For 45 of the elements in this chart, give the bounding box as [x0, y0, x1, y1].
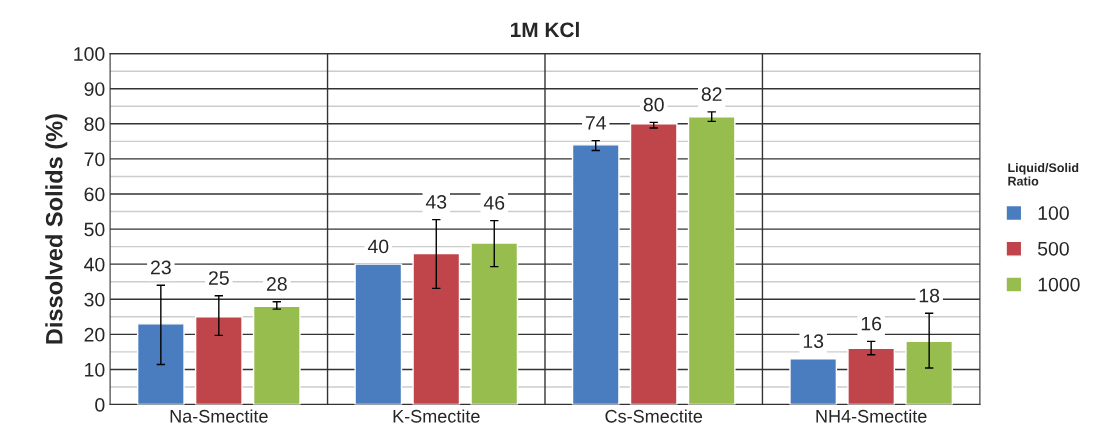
- bar: [571, 144, 620, 405]
- bar: [905, 340, 954, 405]
- data-label: 28: [266, 277, 287, 291]
- bar: [412, 252, 461, 405]
- bar: [354, 263, 403, 405]
- legend-label: 100: [1038, 206, 1069, 220]
- y-axis-title: Dissolved Solids (%): [45, 114, 68, 344]
- data-label: 46: [483, 196, 505, 210]
- bar: [136, 323, 185, 405]
- legend-title: Liquid/Solid Ratio: [1008, 162, 1079, 186]
- y-tick-label: 100: [74, 47, 105, 61]
- bar: [789, 358, 838, 405]
- data-label: 40: [367, 239, 389, 254]
- x-tick-label: Na-Smectite: [170, 409, 268, 423]
- y-tick-label: 10: [85, 362, 105, 377]
- bar: [687, 116, 736, 405]
- y-tick-label: 40: [84, 257, 105, 272]
- y-tick-label: 20: [84, 327, 105, 342]
- data-label: 25: [208, 271, 229, 285]
- x-tick-label: NH4-Smectite: [816, 409, 927, 423]
- data-label: 16: [861, 316, 882, 331]
- chart-title: 1M KCl: [511, 21, 579, 38]
- bar: [629, 123, 678, 405]
- y-tick-label: 30: [84, 292, 105, 307]
- data-label: 74: [585, 116, 606, 130]
- bar: [252, 305, 301, 405]
- data-label: 43: [425, 194, 447, 209]
- y-tick-label: 80: [84, 117, 105, 132]
- y-tick-label: 70: [84, 152, 105, 167]
- legend-label: 1000: [1038, 277, 1080, 292]
- bar: [194, 316, 243, 405]
- y-tick-label: 0: [95, 398, 105, 412]
- x-tick-label: Cs-Smectite: [605, 409, 703, 423]
- x-tick-label: K-Smectite: [393, 409, 480, 423]
- y-tick-label: 90: [84, 82, 105, 96]
- data-label: 18: [919, 288, 940, 303]
- data-label: 82: [701, 87, 722, 102]
- data-label: 80: [643, 97, 664, 112]
- legend-label: 500: [1037, 241, 1069, 256]
- y-tick-label: 50: [84, 222, 105, 237]
- data-label: 13: [803, 334, 824, 349]
- y-tick-label: 60: [84, 187, 105, 202]
- data-label: 23: [151, 260, 171, 275]
- bar: [470, 242, 519, 405]
- bar: [847, 347, 896, 405]
